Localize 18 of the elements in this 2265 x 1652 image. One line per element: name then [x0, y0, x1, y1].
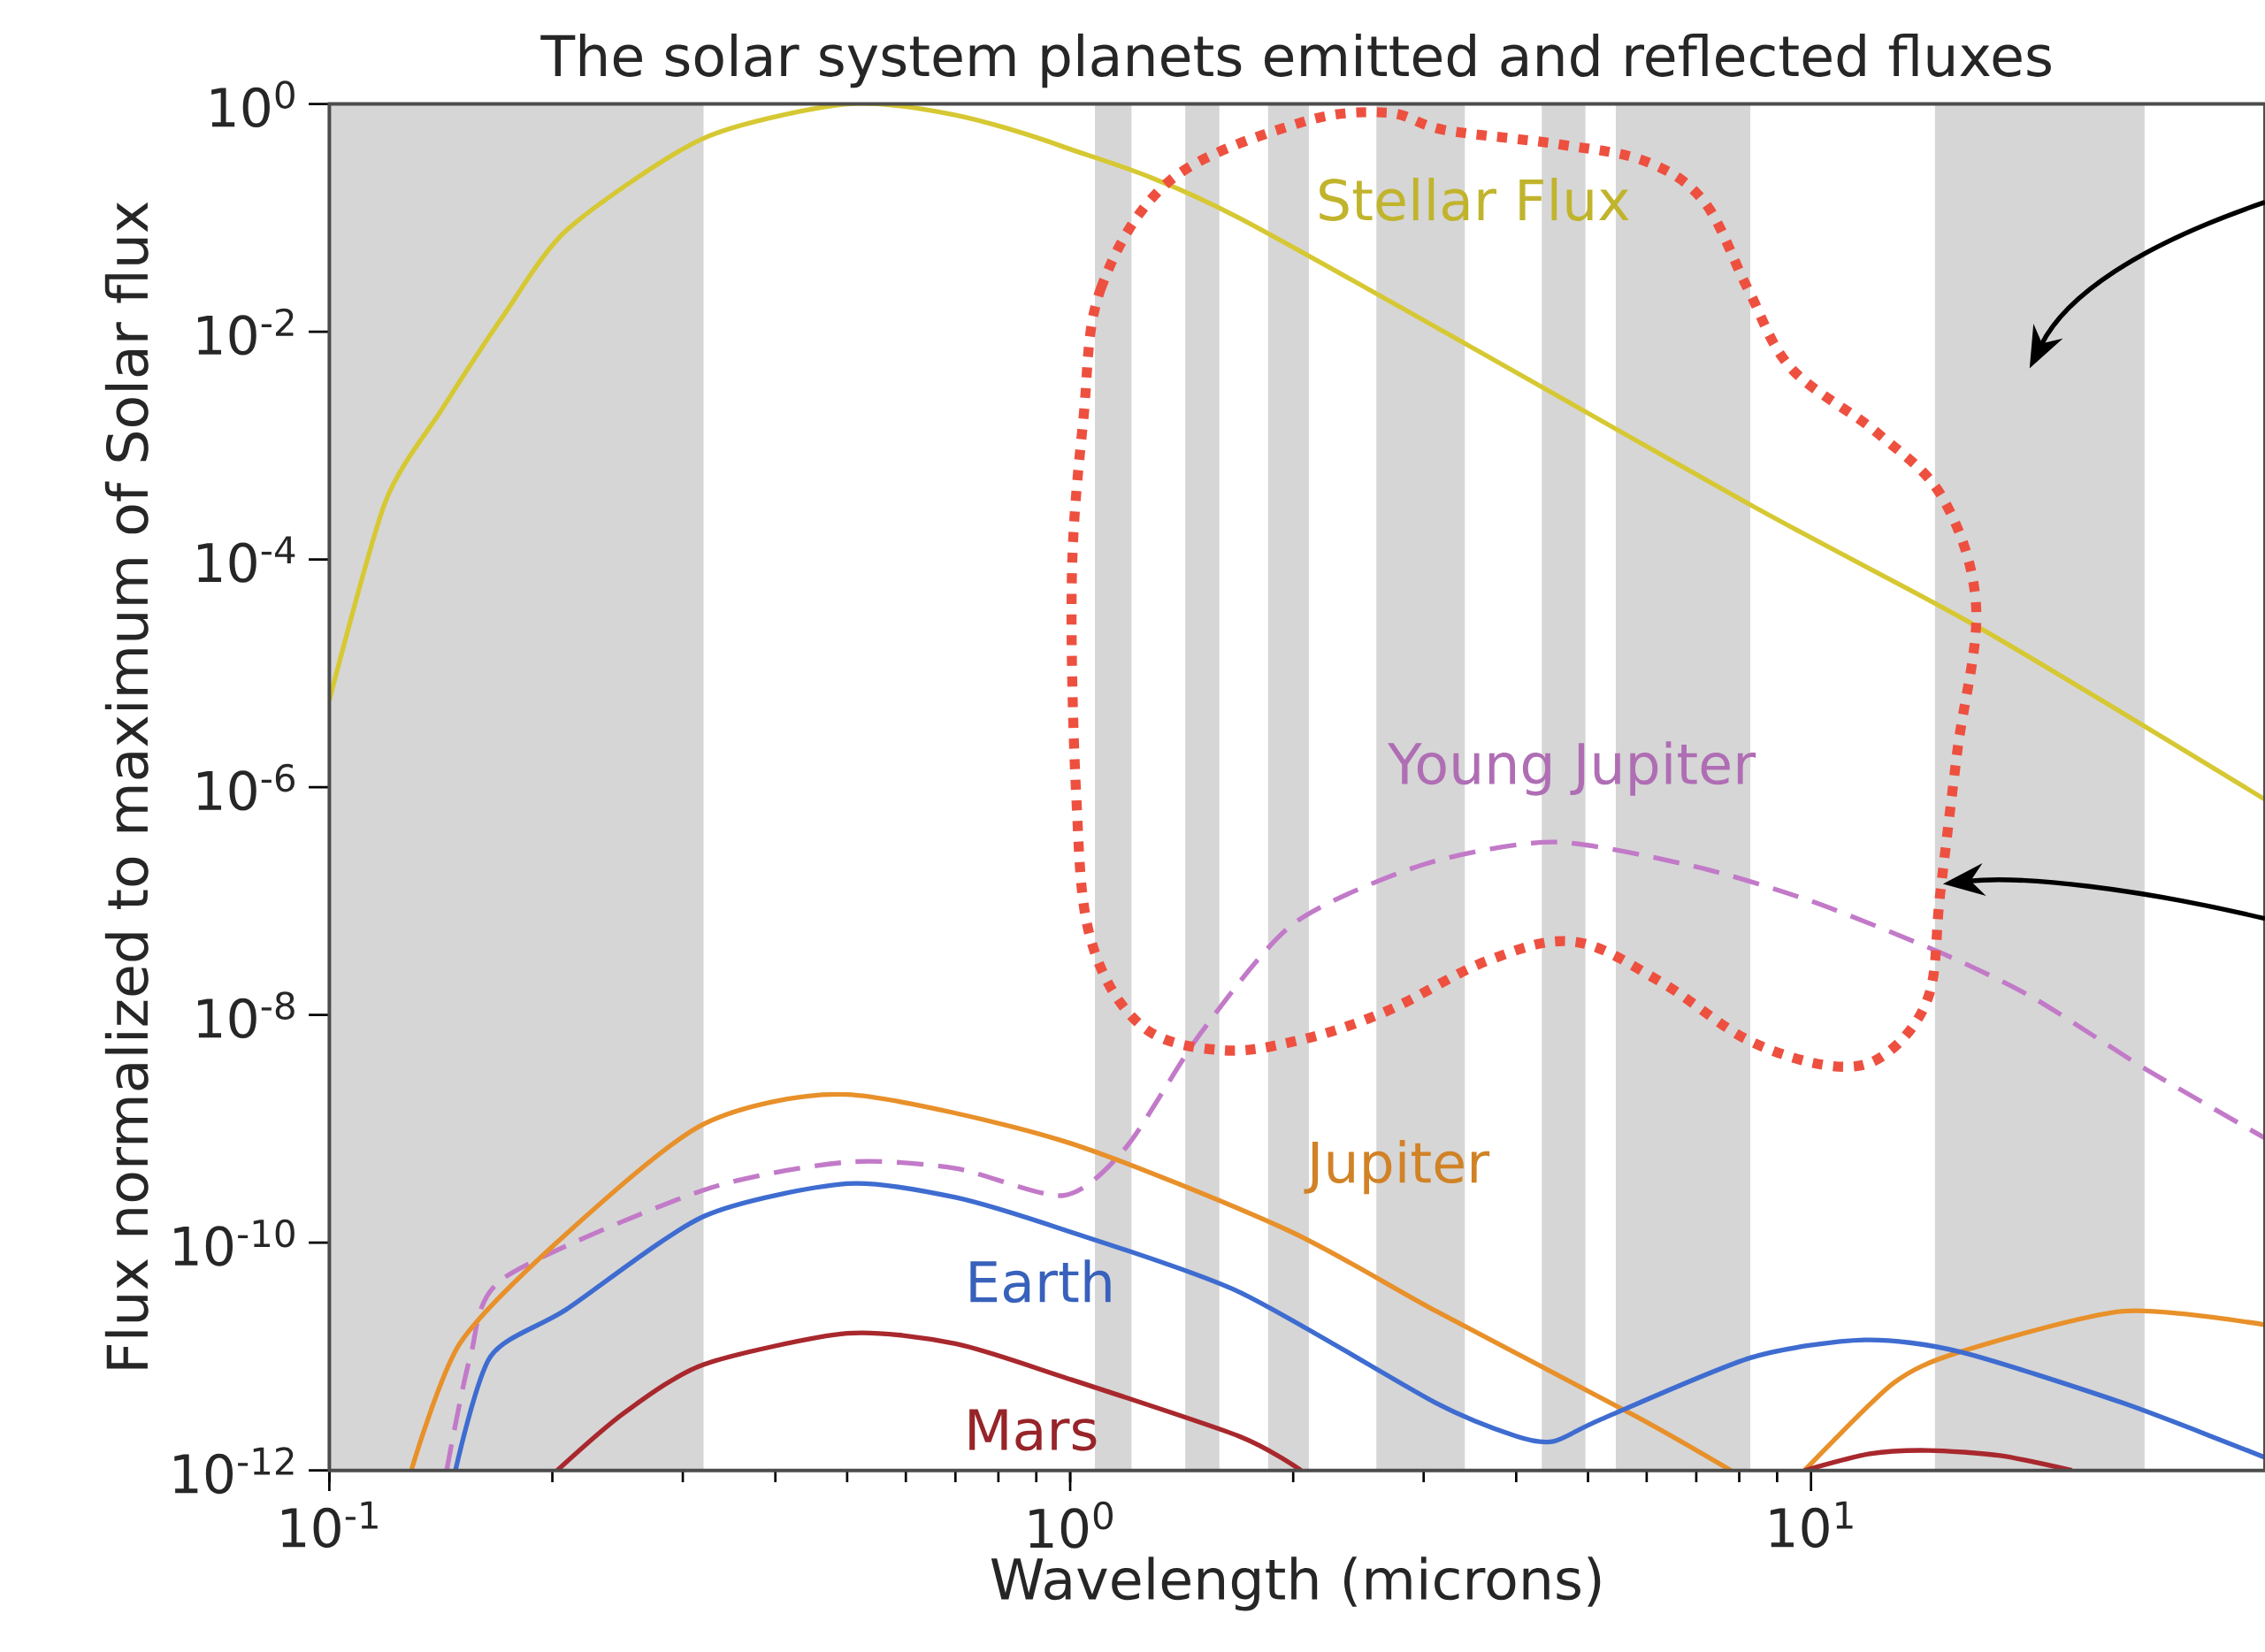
series-label: Earth	[970, 1258, 1111, 1303]
x-tick-label: 10$^{1}$	[1770, 1501, 1853, 1548]
y-tick-label: 10$^{-4}$	[197, 536, 295, 583]
y-tick-label: 10$^{-2}$	[197, 308, 294, 356]
series-label: Jupiter	[1304, 1139, 1490, 1195]
y-tick-label: 10$^{-12}$	[174, 1447, 294, 1494]
x-tick-label: 10$^{0}$	[1029, 1501, 1113, 1549]
y-tick-label: 10$^{0}$	[211, 80, 295, 127]
series-label: Stellar Flux	[1320, 177, 1629, 221]
chart-title: The solar system planets emitted and reflected fluxes	[540, 33, 2051, 88]
y-tick-label: 10$^{-8}$	[197, 991, 295, 1038]
x-tick-label: 10$^{-1}$	[282, 1501, 378, 1548]
y-axis-title: Flux normalized to maximum of Solar flux	[104, 202, 149, 1369]
x-axis-title: Wavelength (microns)	[991, 1556, 1601, 1611]
series-label: Young Jupiter	[1387, 741, 1756, 796]
y-tick-label: 10$^{-10}$	[174, 1219, 295, 1266]
y-tick-label: 10$^{-6}$	[197, 763, 295, 811]
series-label: Mars	[969, 1409, 1097, 1451]
